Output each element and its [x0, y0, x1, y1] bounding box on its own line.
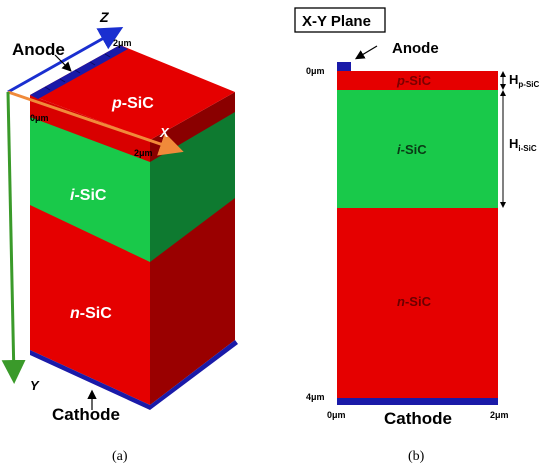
cathode-label-b: Cathode — [384, 409, 452, 428]
z-axis-arrow — [7, 27, 124, 94]
layer-label-p-a: p-SiC — [111, 95, 154, 112]
panel-a-3d-device: Z X Y Anode Cathode 2μm 0μm 2μm 4μm p-Si… — [1, 9, 238, 464]
n-sic-layer-b — [337, 208, 498, 398]
tick-y-4um: 4μm — [24, 364, 43, 374]
z-axis-label: Z — [99, 9, 109, 25]
p-sic-layer-b — [337, 71, 498, 90]
i-sic-layer-b — [337, 90, 498, 208]
tick-x-2um: 2μm — [134, 148, 153, 158]
n-sic-front-face — [30, 200, 150, 405]
anode-label-b: Anode — [392, 40, 439, 57]
i-sic-front-face — [30, 115, 150, 262]
p-sic-front-face — [30, 95, 150, 162]
tick-y-0um-b: 0μm — [306, 66, 325, 76]
anode-label-a: Anode — [12, 40, 65, 59]
xy-plane-title: X-Y Plane — [302, 13, 371, 30]
cathode-electrode-3d — [30, 340, 238, 410]
cathode-label-a: Cathode — [52, 405, 120, 424]
y-axis-label: Y — [30, 378, 40, 393]
anode-pointer-arrow — [54, 54, 72, 72]
layer-label-p-b: p-SiC — [396, 73, 432, 88]
dim-label-h-i-sic: Hi-SiC — [509, 136, 537, 153]
panel-b-xy-plane: X-Y Plane Anode Cathode 0μm 4μm 0μm 2μm … — [294, 7, 540, 464]
anode-electrode-b — [337, 62, 351, 71]
layer-label-i-b: i-SiC — [397, 142, 427, 157]
caption-b: (b) — [408, 449, 425, 464]
tick-x-0um-b: 0μm — [327, 410, 346, 420]
x-axis-arrow — [7, 90, 184, 156]
dim-label-h-p-sic: Hp-SiC — [509, 72, 540, 89]
cathode-electrode-b — [337, 398, 498, 405]
tick-x-0um: 0μm — [30, 113, 49, 123]
xy-plane-title-box — [294, 7, 386, 33]
y-axis-arrow — [1, 91, 26, 384]
tick-x-2um-b: 2μm — [490, 410, 509, 420]
layer-label-n-b: n-SiC — [397, 294, 432, 309]
caption-a: (a) — [112, 449, 128, 464]
n-sic-side-face — [150, 195, 235, 405]
anode-pointer-arrow-b — [354, 45, 378, 60]
layer-label-n-a: n-SiC — [70, 305, 112, 322]
tick-z-2um: 2μm — [113, 38, 132, 48]
x-axis-label: X — [159, 125, 170, 140]
tick-y-4um-b: 4μm — [306, 392, 325, 402]
layer-label-i-a: i-SiC — [70, 187, 107, 204]
